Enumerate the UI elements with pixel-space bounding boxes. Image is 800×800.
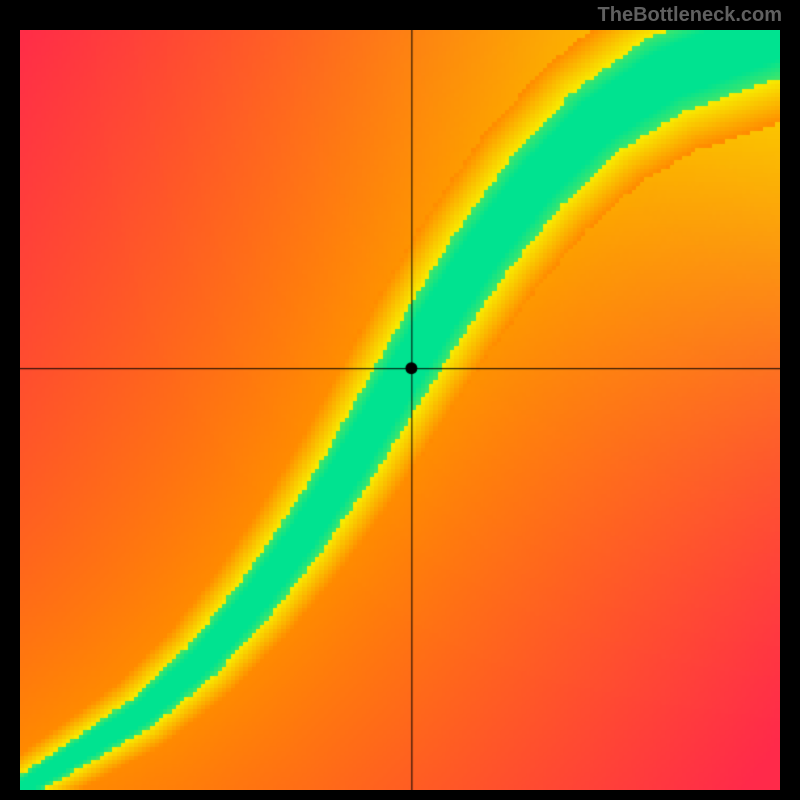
heatmap-canvas — [20, 30, 780, 790]
chart-container: TheBottleneck.com — [0, 0, 800, 800]
plot-area — [20, 30, 780, 790]
watermark-text: TheBottleneck.com — [598, 4, 782, 27]
